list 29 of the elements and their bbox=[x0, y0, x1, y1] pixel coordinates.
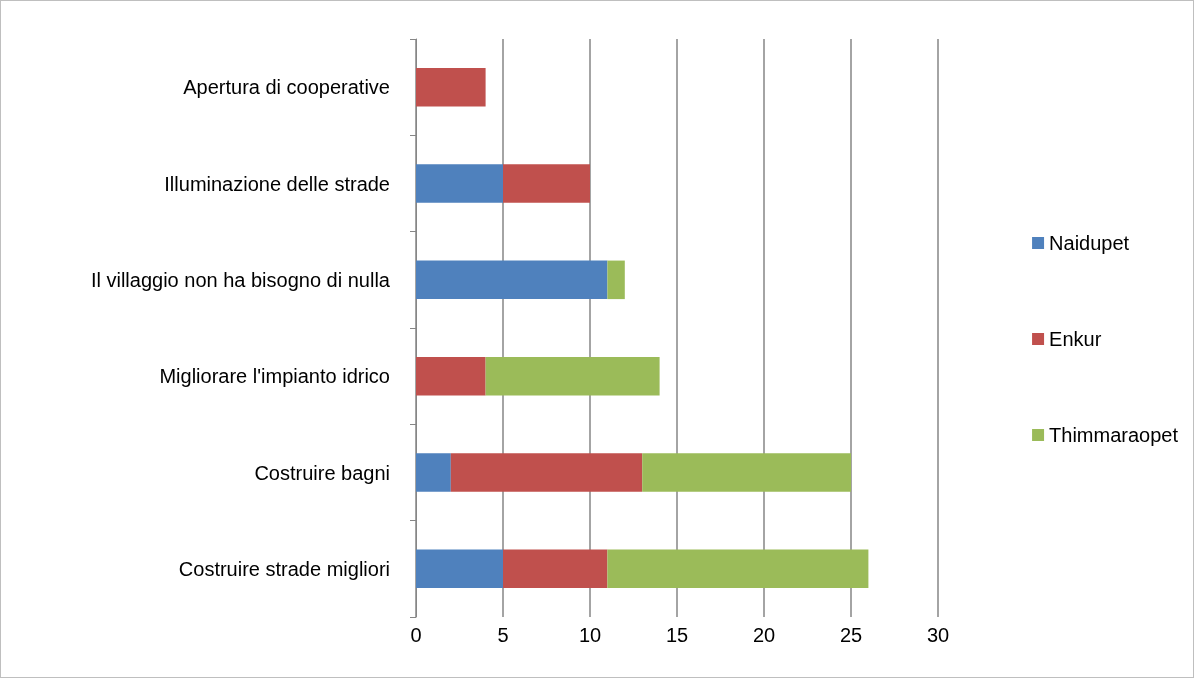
legend-label: Thimmaraopet bbox=[1049, 424, 1179, 446]
x-tick-label: 20 bbox=[752, 624, 776, 646]
y-tick-label: Costruire bagni bbox=[254, 461, 390, 484]
x-tick-label: 30 bbox=[926, 624, 950, 646]
bar bbox=[450, 453, 643, 492]
bar bbox=[642, 453, 851, 492]
bar bbox=[503, 164, 590, 203]
x-tick-label: 10 bbox=[578, 624, 602, 646]
bar bbox=[416, 67, 486, 107]
bar bbox=[485, 356, 660, 396]
y-tick-label: Apertura di cooperative bbox=[183, 76, 390, 99]
y-tick-label: Illuminazione delle strade bbox=[164, 172, 390, 195]
x-tick-label: 15 bbox=[665, 624, 689, 646]
bar bbox=[416, 549, 503, 589]
bar bbox=[416, 356, 486, 396]
bar bbox=[416, 453, 451, 492]
legend-label: Naidupet bbox=[1049, 232, 1130, 254]
y-tick-label: Costruire strade migliori bbox=[178, 557, 390, 580]
bar bbox=[607, 549, 869, 589]
x-tick-label: 0 bbox=[410, 624, 422, 646]
x-tick-label: 25 bbox=[839, 624, 863, 646]
bar bbox=[416, 260, 608, 300]
x-tick-label: 5 bbox=[497, 624, 509, 646]
legend-label: Enkur bbox=[1049, 328, 1102, 350]
y-tick-label: Il villaggio non ha bisogno di nulla bbox=[90, 268, 391, 291]
bar bbox=[416, 164, 503, 203]
y-tick-label: Migliorare l'impianto idrico bbox=[159, 365, 390, 388]
bar bbox=[607, 260, 625, 300]
bar bbox=[503, 549, 608, 589]
